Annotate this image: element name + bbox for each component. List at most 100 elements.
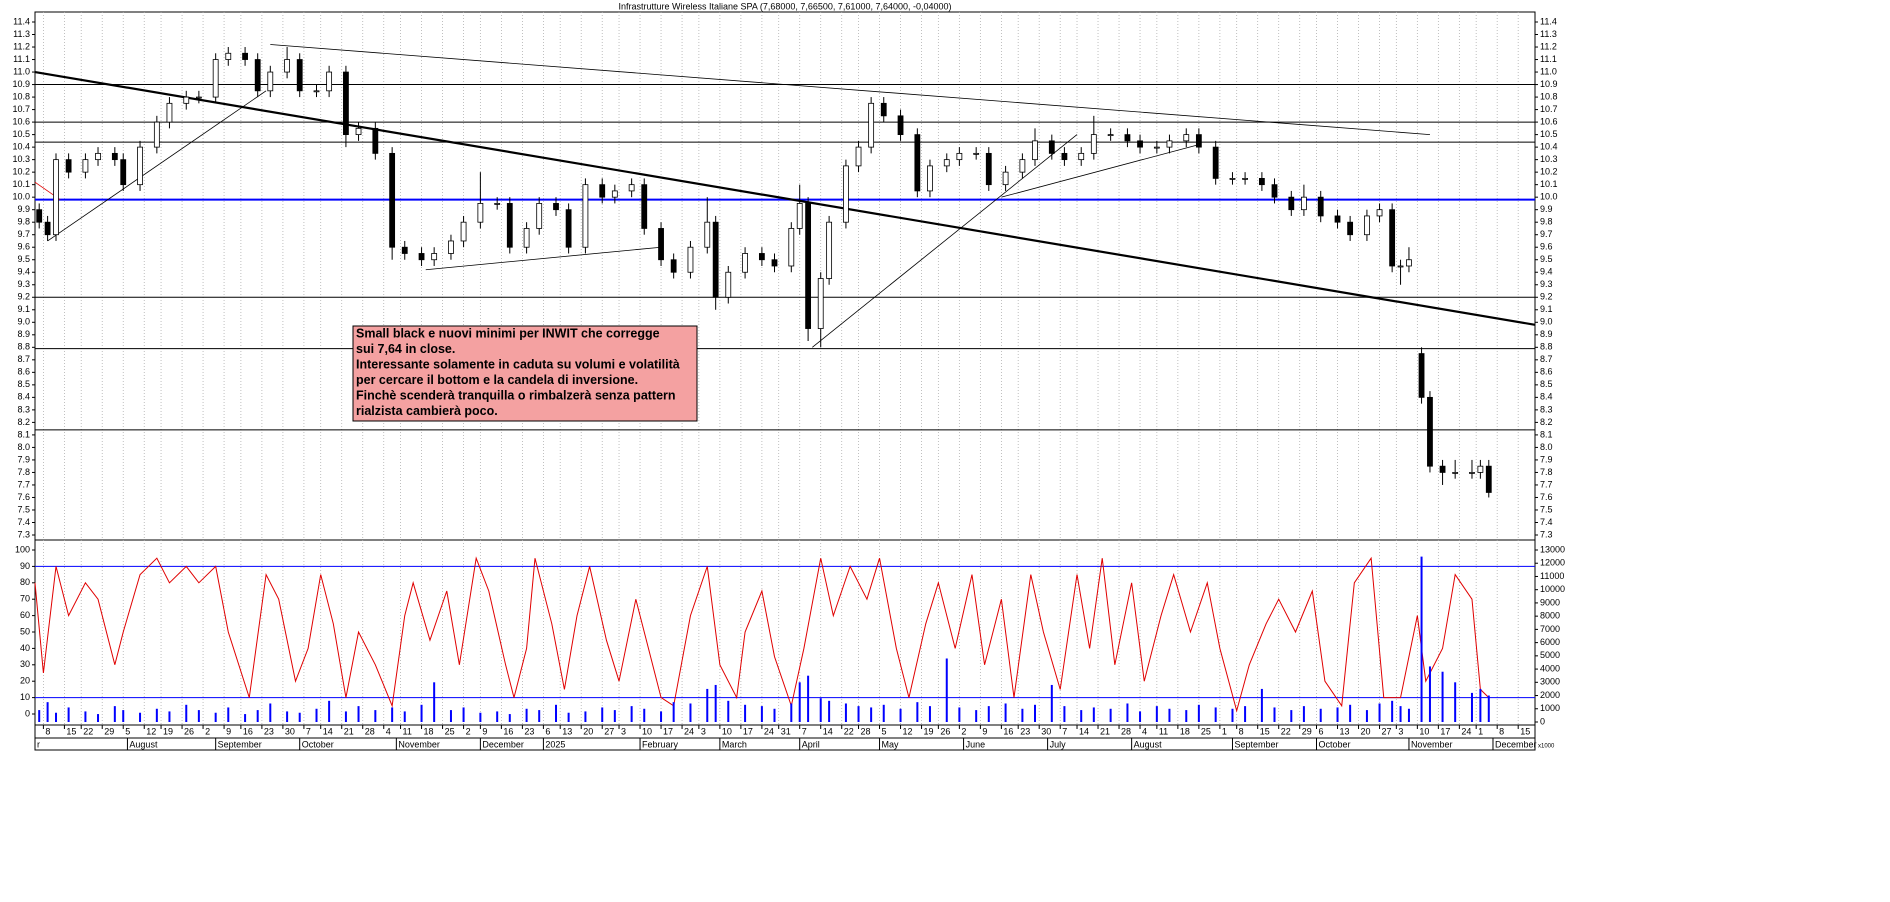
volume-bar — [1139, 711, 1142, 722]
y-tick-label: 50 — [20, 626, 30, 636]
volume-bar — [1441, 671, 1444, 722]
x-tick-label: 25 — [445, 726, 455, 736]
volume-bar — [1080, 710, 1083, 722]
volume-bar — [714, 684, 717, 722]
volume-bar — [773, 708, 776, 722]
x-tick-label: 13 — [562, 726, 572, 736]
volume-bar — [819, 698, 822, 722]
x-tick-label: 21 — [344, 726, 354, 736]
plot-frame — [34, 11, 1536, 751]
y-tick-label: 9.4 — [17, 267, 30, 277]
volume-bar — [1349, 704, 1352, 722]
candle-body — [44, 221, 51, 236]
volume-bar — [1336, 707, 1339, 722]
y-tick-label: 9.8 — [1540, 217, 1553, 227]
volume-bar — [298, 712, 301, 722]
x-tick-label: 7 — [802, 726, 807, 736]
y-tick-label: 9.5 — [17, 254, 30, 264]
candle-body — [372, 127, 379, 154]
volume-bar — [67, 707, 70, 722]
candle-body — [599, 184, 606, 198]
volume-bar — [601, 707, 604, 722]
y-tick-label: 10.5 — [1540, 129, 1558, 139]
y-tick-label: 10.0 — [12, 192, 30, 202]
y-tick-label: 9.6 — [1540, 242, 1553, 252]
candle-body — [1469, 472, 1475, 474]
y2-tick-label: 7000 — [1540, 624, 1560, 634]
x-tick-label: 19 — [924, 726, 934, 736]
x-tick-label: 22 — [1281, 726, 1291, 736]
candle-body — [628, 184, 635, 192]
candle-body — [1439, 465, 1446, 473]
x-tick-label: 29 — [104, 726, 114, 736]
month-label: 2025 — [545, 739, 565, 749]
y-tick-label: 10.9 — [1540, 79, 1558, 89]
x-tick-label: 30 — [285, 726, 295, 736]
month-label: November — [398, 739, 440, 749]
volume-bar — [139, 712, 142, 722]
y-tick-label: 8.1 — [1540, 429, 1553, 439]
x-tick-label: 31 — [781, 726, 791, 736]
y2-tick-label: 9000 — [1540, 597, 1560, 607]
candle-body — [1048, 140, 1055, 154]
volume-bar — [1470, 692, 1473, 722]
y-tick-label: 7.6 — [17, 492, 30, 502]
volume-bar — [857, 706, 860, 722]
volume-bar — [870, 707, 873, 722]
candle-body — [1061, 152, 1068, 161]
y-tick-label: 40 — [20, 643, 30, 653]
y-tick-label: 90 — [20, 561, 30, 571]
candle-body — [956, 152, 963, 161]
y-tick-label: 7.4 — [17, 517, 30, 527]
volume-bar — [1231, 708, 1234, 722]
y2-tick-label: 8000 — [1540, 611, 1560, 621]
y-tick-label: 9.0 — [1540, 317, 1553, 327]
x-tick-label: 29 — [1302, 726, 1312, 736]
candle-body — [523, 228, 530, 248]
y-tick-label: 8.5 — [1540, 379, 1553, 389]
candle-body — [355, 127, 362, 136]
y-tick-label: 20 — [20, 676, 30, 686]
volume-bar — [1063, 706, 1066, 722]
volume-bar — [214, 712, 217, 722]
x-tick-label: 5 — [882, 726, 887, 736]
y2-tick-label: 3000 — [1540, 677, 1560, 687]
candle-body — [687, 246, 694, 273]
volume-bar — [168, 711, 171, 722]
x-tick-label: 2 — [205, 726, 210, 736]
y-tick-label: 11.2 — [1540, 41, 1557, 51]
volume-bar — [1378, 703, 1381, 722]
x-tick-label: 2 — [961, 726, 966, 736]
y-tick-label: 8.0 — [1540, 442, 1553, 452]
volume-bar — [328, 700, 331, 722]
candle-body — [1485, 465, 1492, 493]
candle-body — [985, 152, 992, 186]
y-tick-label: 10.6 — [12, 116, 30, 126]
x-tick-label: 20 — [583, 726, 593, 736]
volume-bar — [84, 711, 87, 722]
x-tick-label: 12 — [146, 726, 156, 736]
y-tick-label: 9.5 — [1540, 254, 1553, 264]
volume-bar — [958, 707, 961, 722]
y-tick-label: 7.3 — [17, 529, 30, 539]
x-tick-label: 9 — [982, 726, 987, 736]
y-tick-label: 70 — [20, 594, 30, 604]
y-tick-label: 10.0 — [1540, 192, 1558, 202]
volume-bar — [269, 703, 272, 722]
y-tick-label: 11.1 — [13, 54, 30, 64]
volume-bar — [1021, 708, 1024, 722]
volume-bar — [727, 700, 730, 722]
volume-bar — [1004, 703, 1007, 722]
candle-body — [1002, 171, 1009, 186]
candle-body — [137, 146, 143, 186]
x-tick-label: 26 — [940, 726, 950, 736]
volume-bar — [244, 714, 247, 722]
y-tick-label: 30 — [20, 659, 30, 669]
y2-tick-label: 1000 — [1540, 703, 1560, 713]
y-tick-label: 8.7 — [17, 354, 30, 364]
y2-axis-label: x1000 — [1538, 744, 1555, 750]
y-tick-label: 11.3 — [1540, 29, 1557, 39]
x-tick-label: 13 — [1340, 726, 1350, 736]
volume-bar — [449, 710, 452, 722]
volume-bar — [1168, 708, 1171, 722]
